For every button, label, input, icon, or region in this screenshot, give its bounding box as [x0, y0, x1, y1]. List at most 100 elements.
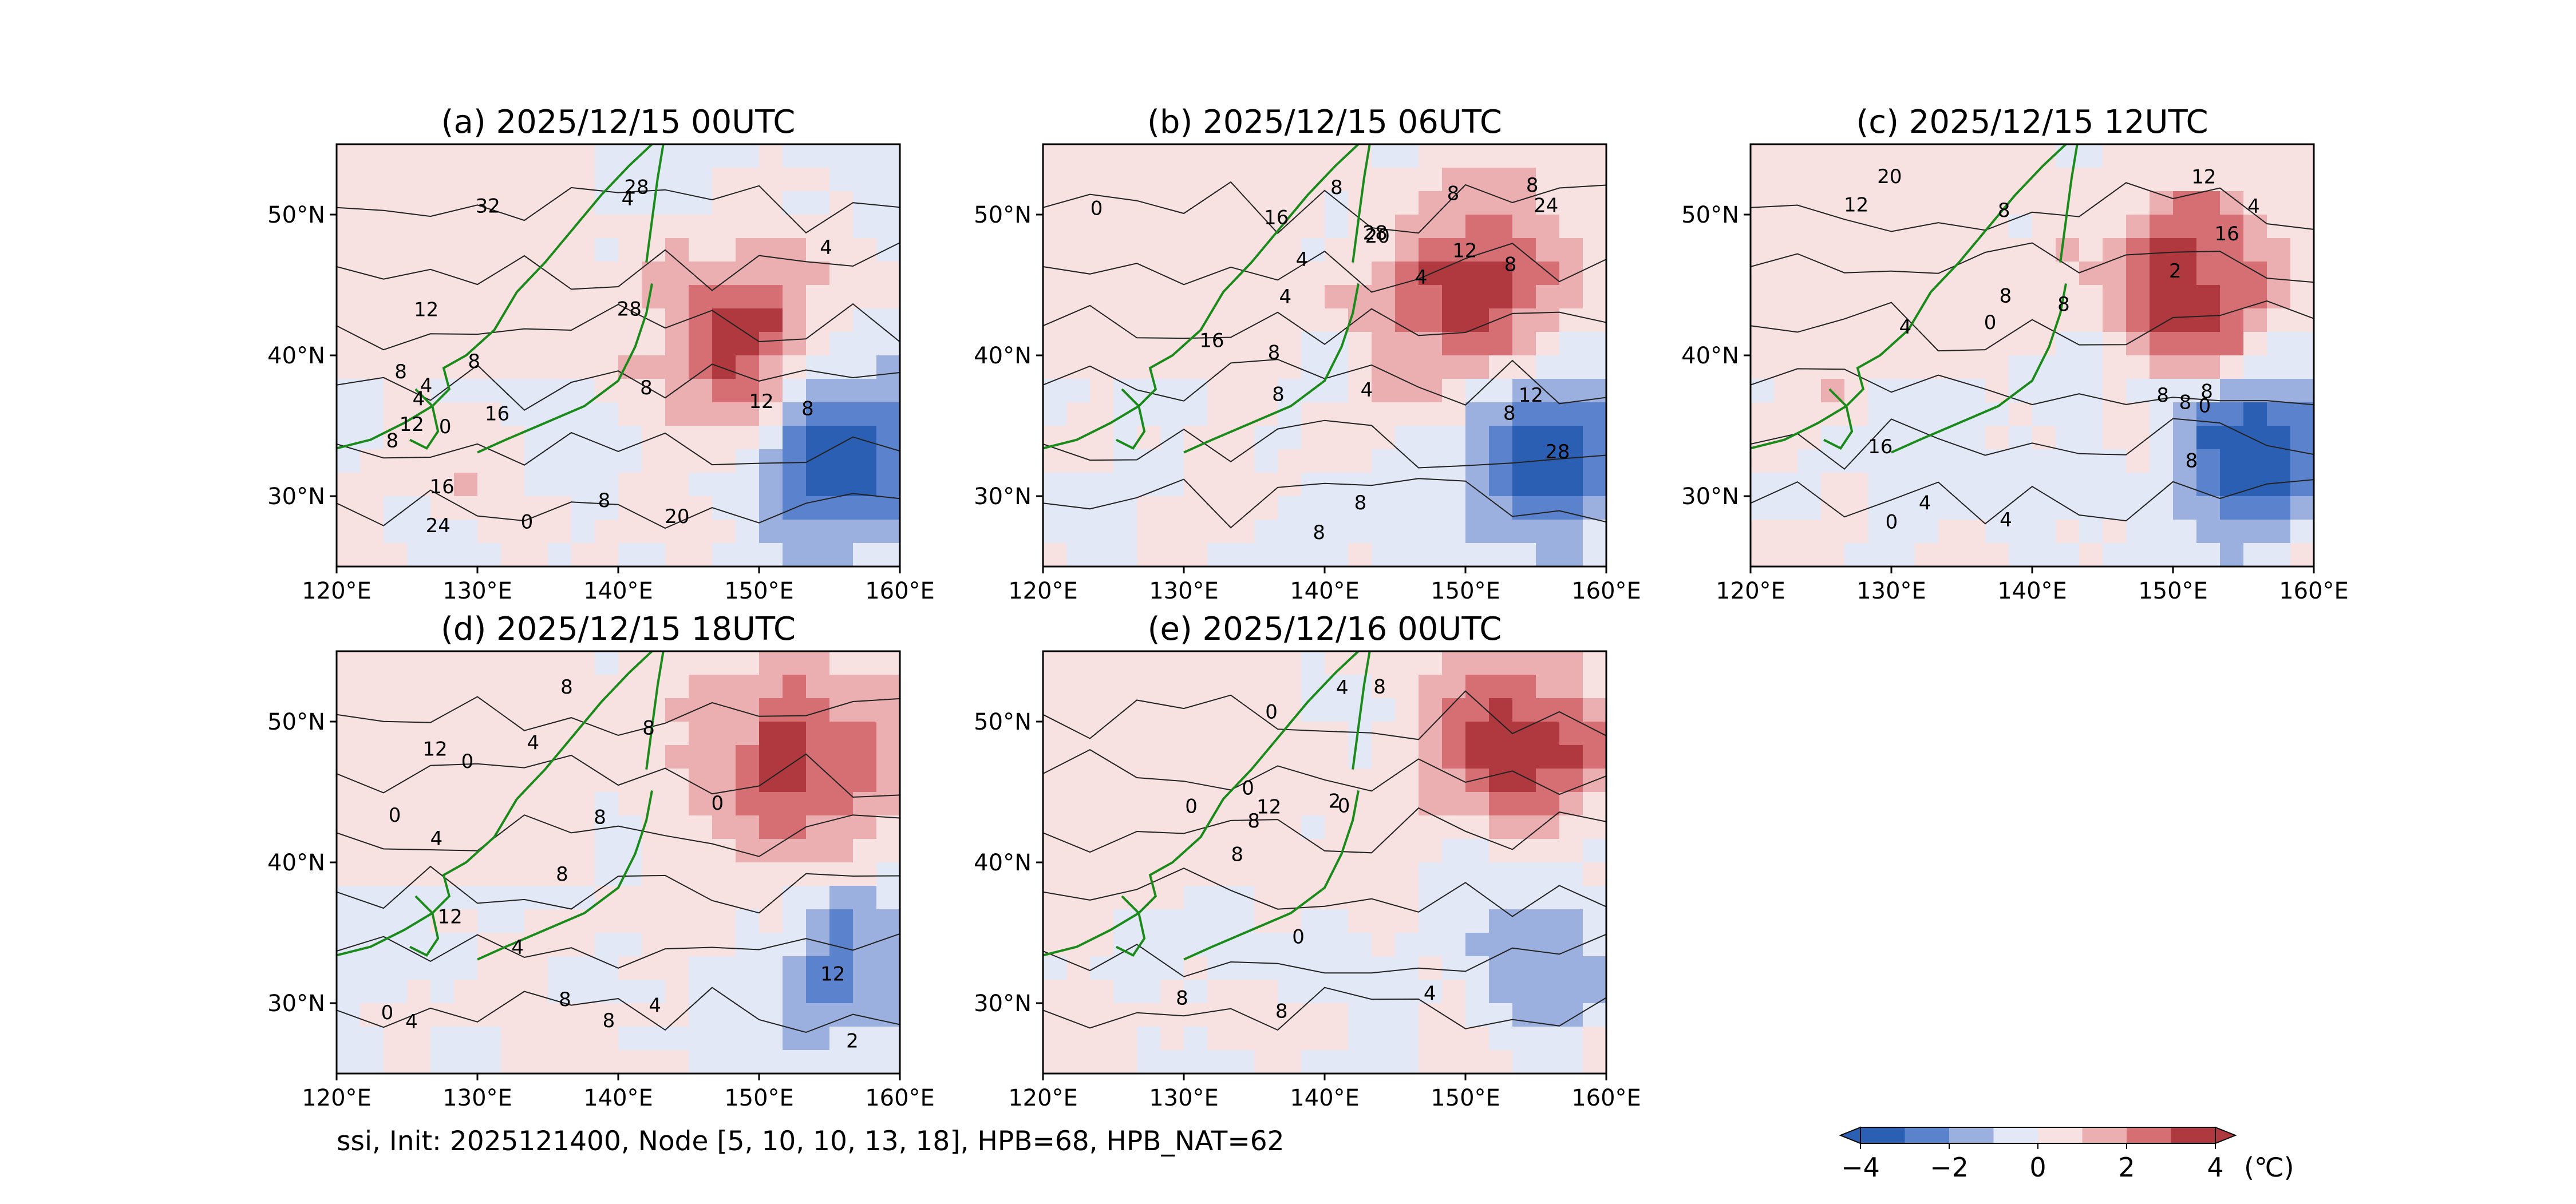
field-cell: [736, 1027, 760, 1051]
field-cell: [1774, 520, 1798, 544]
contour-label: 16: [1868, 435, 1893, 458]
field-cell: [1985, 473, 2009, 497]
field-cell: [736, 722, 760, 746]
field-cell: [783, 379, 807, 403]
field-cell: [1868, 496, 1892, 520]
field-cell: [430, 1050, 455, 1074]
field-cell: [524, 980, 548, 1004]
field-cell: [407, 543, 431, 567]
field-cell: [1231, 792, 1255, 816]
field-cell: [1868, 473, 1892, 497]
field-cell: [1113, 355, 1137, 379]
contour-line: [337, 242, 900, 291]
field-cell: [2267, 520, 2291, 544]
field-cell: [736, 402, 760, 426]
field-cell: [1938, 520, 1962, 544]
field-cell: [829, 144, 854, 168]
field-cell: [360, 909, 384, 933]
field-cell: [1254, 651, 1278, 675]
field-cell: [1113, 379, 1137, 403]
field-cell: [876, 215, 900, 239]
field-cell: [712, 191, 736, 215]
field-cell: [1066, 745, 1091, 769]
field-cell: [1583, 543, 1606, 567]
field-cell: [407, 792, 431, 816]
field-cell: [736, 956, 760, 980]
field-cell: [477, 698, 501, 722]
field-cell: [2220, 285, 2244, 309]
field-cell: [1372, 792, 1396, 816]
field-cell: [1985, 332, 2009, 356]
field-cell: [1348, 1027, 1372, 1051]
field-cell: [1559, 379, 1583, 403]
field-cell: [1419, 815, 1443, 839]
field-cell: [642, 449, 666, 473]
field-cell: [1938, 355, 1962, 379]
contour-line: [1751, 368, 2314, 406]
contour-label: 8: [640, 377, 653, 399]
field-cell: [1962, 426, 1986, 450]
field-cell: [548, 285, 572, 309]
field-cell: [501, 520, 525, 544]
field-cell: [1372, 909, 1396, 933]
field-cell: [1254, 745, 1278, 769]
field-cell: [1043, 402, 1067, 426]
field-cell: [1962, 168, 1986, 192]
field-cell: [806, 168, 830, 192]
field-cell: [1207, 1003, 1231, 1027]
field-cell: [477, 1027, 501, 1051]
field-cell: [2032, 543, 2056, 567]
field-cell: [736, 980, 760, 1004]
field-cell: [665, 238, 689, 262]
field-cell: [618, 1050, 642, 1074]
y-tick-label: 30°N: [267, 484, 325, 510]
field-cell: [1938, 238, 1962, 262]
field-cell: [806, 980, 830, 1004]
field-cell: [783, 675, 807, 699]
field-cell: [1184, 473, 1208, 497]
field-cell: [524, 956, 548, 980]
contour-line: [337, 696, 900, 736]
field-cell: [1891, 520, 1915, 544]
field-cell: [2032, 473, 2056, 497]
field-cell: [1938, 308, 1962, 332]
field-cell: [1512, 651, 1536, 675]
field-cell: [548, 839, 572, 863]
field-cell: [1113, 1003, 1137, 1027]
field-cell: [1797, 543, 1822, 567]
field-cell: [477, 402, 501, 426]
contour-label: 8: [1447, 183, 1460, 205]
field-cell: [642, 792, 666, 816]
field-cell: [1868, 168, 1892, 192]
field-cell: [1844, 168, 1868, 192]
field-cell: [689, 745, 713, 769]
contour-label: 8: [1272, 383, 1285, 406]
field-cell: [1090, 308, 1114, 332]
field-cell: [1419, 980, 1443, 1004]
field-cell: [571, 769, 595, 793]
field-cell: [1536, 980, 1560, 1004]
contour-line: [1043, 748, 1606, 795]
field-cell: [595, 1027, 619, 1051]
contour-label: 0: [1292, 926, 1305, 949]
colorbar-swatch: [1949, 1127, 1994, 1143]
field-cell: [1113, 449, 1137, 473]
field-cell: [1113, 308, 1137, 332]
field-cell: [430, 238, 455, 262]
field-cell: [360, 1050, 384, 1074]
field-cell: [2243, 449, 2267, 473]
field-cell: [407, 745, 431, 769]
field-cell: [1559, 473, 1583, 497]
field-cell: [337, 473, 361, 497]
field-cell: [1278, 698, 1302, 722]
field-cell: [2150, 285, 2174, 309]
field-cell: [1160, 886, 1184, 910]
field-cell: [1207, 332, 1231, 356]
field-cell: [337, 1027, 361, 1051]
field-cell: [1184, 285, 1208, 309]
contour-label: 8: [2057, 293, 2070, 316]
field-cell: [1090, 543, 1114, 567]
field-cell: [1160, 980, 1184, 1004]
field-cell: [1536, 473, 1560, 497]
contour-label: 0: [2199, 394, 2211, 417]
